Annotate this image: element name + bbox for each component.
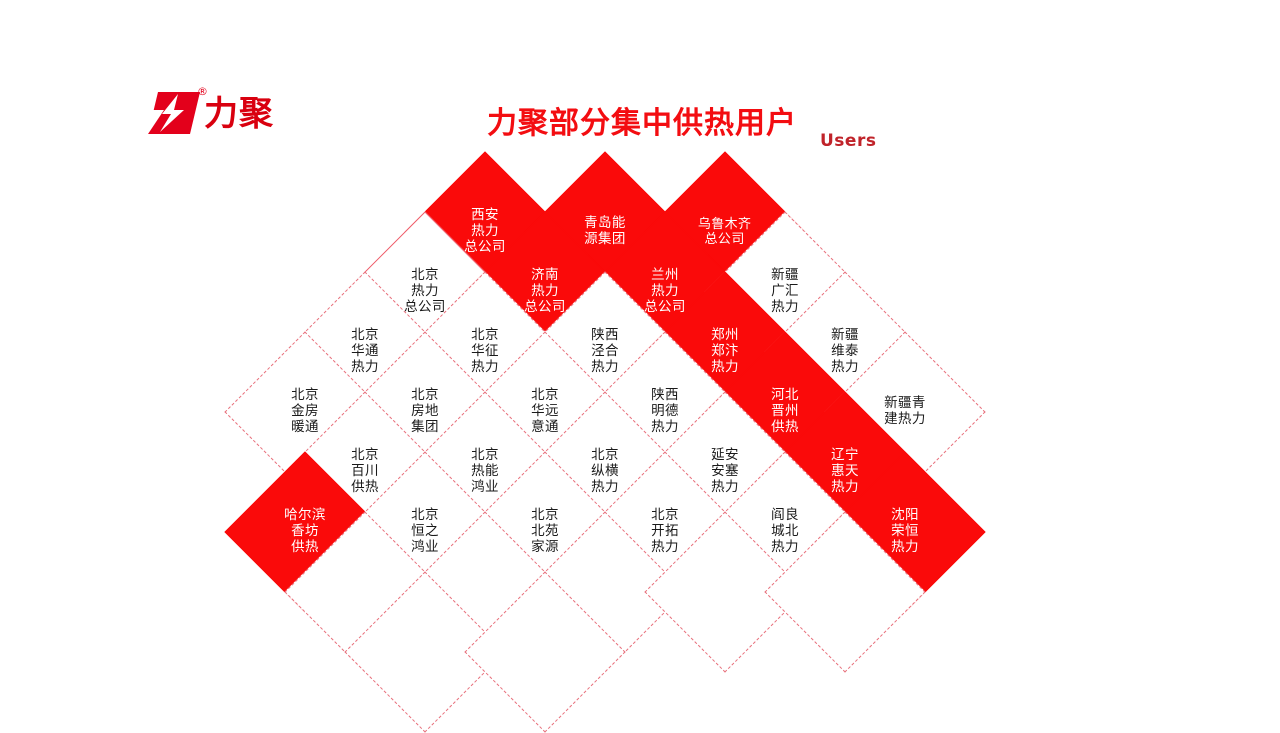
diamond-cell-label: 乌鲁木齐 总公司 — [698, 216, 752, 247]
diamond-cell-label: 北京 华通 热力 — [351, 327, 379, 375]
page-header: ® 力聚 力聚部分集中供热用户 Users — [0, 0, 1280, 170]
diamond-cell-label: 北京 北苑 家源 — [531, 507, 559, 555]
page-title: 力聚部分集中供热用户 — [487, 106, 797, 141]
diamond-cell-label: 北京 开拓 热力 — [651, 507, 679, 555]
diamond-cell-label: 陕西 明德 热力 — [651, 387, 679, 435]
diamond-cell-label: 北京 热能 鸿业 — [471, 447, 499, 495]
brand-name: 力聚 — [204, 94, 274, 134]
diamond-cell-label: 兰州 热力 总公司 — [644, 267, 686, 315]
diamond-cell-label: 辽宁 惠天 热力 — [831, 447, 859, 495]
diamond-cell-label: 北京 房地 集团 — [411, 387, 439, 435]
diamond-cell-label: 北京 恒之 鸿业 — [411, 507, 439, 555]
brand-logo: ® 力聚 — [148, 86, 278, 142]
diamond-cell-label: 延安 安塞 热力 — [711, 447, 739, 495]
diamond-cell-label: 陕西 泾合 热力 — [591, 327, 619, 375]
diamond-cell-label: 北京 金房 暖通 — [291, 387, 319, 435]
diamond-cell-label: 哈尔滨 香坊 供热 — [284, 507, 326, 555]
diamond-cell-label: 郑州 郑汴 热力 — [711, 327, 739, 375]
diamond-cell-label: 北京 华远 意通 — [531, 387, 559, 435]
diamond-cell-label: 北京 华征 热力 — [471, 327, 499, 375]
diamond-cell-label: 河北 晋州 供热 — [771, 387, 799, 435]
diamond-cell-label: 北京 热力 总公司 — [404, 267, 446, 315]
diamond-cell-label: 西安 热力 总公司 — [464, 207, 506, 255]
lightning-bolt-logo-icon — [148, 90, 200, 136]
diamond-cell-label: 北京 纵横 热力 — [591, 447, 619, 495]
diamond-cell-label: 沈阳 荣恒 热力 — [891, 507, 919, 555]
diamond-cell-label: 新疆青 建热力 — [884, 395, 926, 427]
diamond-cell-label: 青岛能 源集团 — [584, 215, 626, 247]
diamond-cell-label: 新疆 广汇 热力 — [771, 267, 799, 315]
page-subtitle: Users — [820, 131, 877, 151]
diamond-cell-label: 济南 热力 总公司 — [524, 267, 566, 315]
diamond-cell-label: 新疆 维泰 热力 — [831, 327, 859, 375]
registered-trademark-icon: ® — [197, 85, 208, 98]
diamond-cell-label: 阎良 城北 热力 — [771, 507, 799, 555]
diamond-cell-label: 北京 百川 供热 — [351, 447, 379, 495]
